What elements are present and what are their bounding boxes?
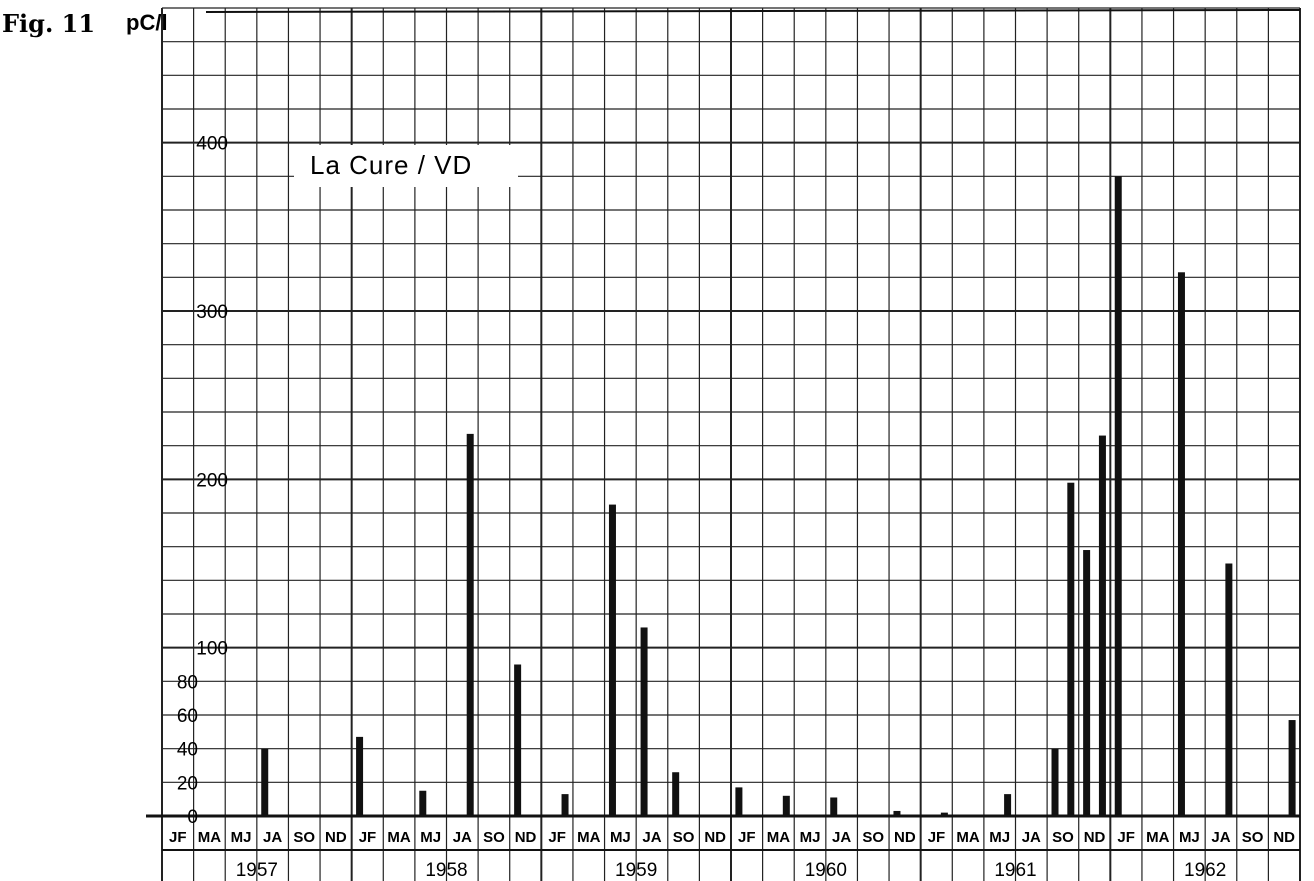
bar (830, 797, 838, 816)
month-tick-label: SO (483, 829, 505, 846)
month-axis-labels: JF MA MJ JA SO ND JF MA MJ JA SO ND JF MA MJ JA SO ND JF MA… (169, 829, 1295, 846)
y-tick-label: 80 (177, 672, 198, 693)
month-tick-label: JA (832, 829, 851, 846)
month-tick-label: MJ (420, 829, 441, 846)
month-tick-label: ND (704, 829, 726, 846)
bar (640, 627, 648, 816)
month-tick-label: ND (894, 829, 916, 846)
month-tick-label: JA (263, 829, 282, 846)
bar (1098, 435, 1106, 816)
bar (1177, 272, 1185, 816)
year-axis-labels: 1957 1958 1959 1960 1961 1962 (236, 860, 1227, 881)
year-label: 1961 (994, 860, 1036, 881)
month-tick-label: ND (515, 829, 537, 846)
bar (466, 433, 474, 816)
month-tick-label: ND (1084, 829, 1106, 846)
month-tick-label: JA (1022, 829, 1041, 846)
month-tick-label: JF (1117, 829, 1135, 846)
bar (419, 790, 427, 816)
month-tick-label: MJ (800, 829, 821, 846)
month-tick-label: SO (673, 829, 695, 846)
month-tick-label: SO (1242, 829, 1264, 846)
bar (893, 810, 901, 816)
month-tick-label: MA (1146, 829, 1169, 846)
month-tick-label: ND (325, 829, 347, 846)
month-tick-label: JF (359, 829, 377, 846)
y-tick-label: 300 (196, 302, 228, 323)
month-tick-label: JF (738, 829, 756, 846)
month-tick-label: SO (862, 829, 884, 846)
bar (782, 795, 790, 816)
bar (261, 748, 269, 816)
month-tick-label: MJ (1179, 829, 1200, 846)
month-tick-label: MA (577, 829, 600, 846)
month-tick-label: JA (1211, 829, 1230, 846)
year-label: 1962 (1184, 860, 1226, 881)
y-axis-label: pC/l (126, 10, 168, 35)
bar (940, 812, 948, 816)
y-tick-label: 40 (177, 740, 198, 761)
month-tick-label: MJ (989, 829, 1010, 846)
bar (356, 736, 364, 816)
y-tick-label: 100 (196, 639, 228, 660)
bar (1004, 794, 1012, 816)
y-axis-ticks: 0 20 40 60 80 100 200 300 400 (177, 134, 228, 828)
chart-grid (146, 7, 1301, 881)
bar (514, 664, 522, 816)
bar (1083, 550, 1091, 816)
y-tick-label: 200 (196, 470, 228, 491)
y-tick-label: 60 (177, 706, 198, 727)
top-border (205, 9, 1301, 13)
month-tick-label: SO (1052, 829, 1074, 846)
month-tick-label: ND (1273, 829, 1295, 846)
year-label: 1959 (615, 860, 657, 881)
month-tick-label: JF (169, 829, 187, 846)
bar (1051, 748, 1059, 816)
bar (672, 772, 680, 816)
figure-label: Fig. 11 (2, 9, 95, 38)
chart-title: La Cure / VD (310, 150, 472, 180)
y-tick-label: 400 (196, 134, 228, 155)
year-label: 1960 (805, 860, 847, 881)
month-tick-label: MA (387, 829, 410, 846)
month-tick-label: SO (293, 829, 315, 846)
bar (735, 787, 743, 816)
year-label: 1957 (236, 860, 278, 881)
y-tick-label: 20 (177, 773, 198, 794)
bar (1067, 482, 1075, 816)
month-tick-label: MJ (231, 829, 252, 846)
year-label: 1958 (425, 860, 467, 881)
bar (1225, 563, 1233, 816)
bar-series (261, 176, 1296, 817)
month-tick-label: MA (198, 829, 221, 846)
bar (561, 794, 569, 816)
bar (608, 504, 616, 816)
month-tick-label: JA (453, 829, 472, 846)
bar (1114, 176, 1122, 817)
month-tick-label: MJ (610, 829, 631, 846)
bar (1288, 720, 1296, 816)
y-tick-label: 0 (187, 807, 198, 828)
month-tick-label: JF (548, 829, 566, 846)
month-tick-label: MA (956, 829, 979, 846)
month-tick-label: MA (767, 829, 790, 846)
title-background (294, 145, 518, 187)
month-tick-label: JF (928, 829, 946, 846)
month-tick-label: JA (642, 829, 661, 846)
